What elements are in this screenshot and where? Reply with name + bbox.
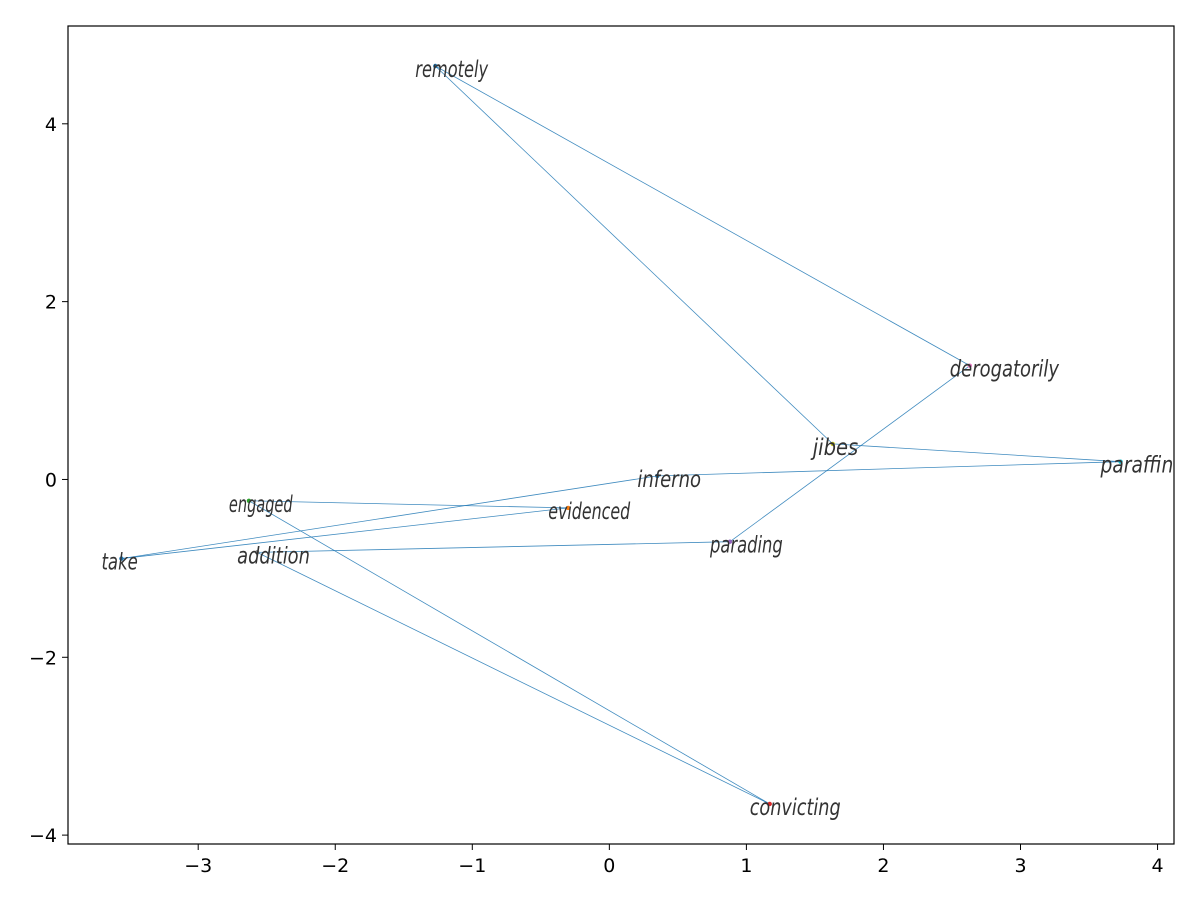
data-point-jibes <box>830 441 835 447</box>
word-label-evidenced: evidenced <box>548 499 630 525</box>
y-tick-label: 0 <box>45 469 57 491</box>
word-label-parading: parading <box>709 533 783 559</box>
connection-line-evidenced-take <box>121 507 569 559</box>
data-point-parading <box>727 539 733 544</box>
x-tick-label: 2 <box>877 855 889 877</box>
connection-line-inferno-paraffin <box>657 461 1121 477</box>
connection-line-addition-convicting <box>256 552 770 805</box>
data-point-inferno <box>655 473 660 479</box>
word-label-remotely: remotely <box>415 57 488 83</box>
plot-frame <box>67 25 1175 845</box>
plot-background <box>68 26 1174 844</box>
connection-line-parading-addition <box>257 541 730 553</box>
x-axis: −3 −2 −1 0 1 2 3 4 <box>184 844 1164 877</box>
connection-line-engaged-evidenced <box>248 500 569 509</box>
data-point-engaged <box>246 498 252 503</box>
x-tick-label: −2 <box>321 855 349 877</box>
x-tick-label: 3 <box>1014 855 1026 877</box>
x-tick-label: 0 <box>603 855 615 877</box>
connection-line-paraffin-jibes <box>832 443 1121 463</box>
connection-line-convicting-engaged <box>248 500 770 805</box>
word-label-paraffin: paraffin <box>1100 453 1174 479</box>
connection-line-jibes-remotely <box>435 65 834 445</box>
y-tick-label: −2 <box>29 647 57 669</box>
connection-line-remotely-derogatorily <box>435 65 970 366</box>
data-point-addition <box>254 550 260 555</box>
word-label-addition: addition <box>237 543 310 569</box>
word-label-convicting: convicting <box>750 795 841 821</box>
word-label-take: take <box>101 550 137 576</box>
data-point-derogatorily <box>967 363 972 368</box>
x-tick-label: −3 <box>184 855 212 877</box>
connection-line-take-inferno <box>121 475 658 559</box>
word-label-jibes: jibes <box>810 435 858 461</box>
x-tick-label: 4 <box>1152 855 1164 877</box>
y-tick-label: 4 <box>45 114 57 136</box>
y-axis: −4 −2 0 2 4 <box>29 114 68 847</box>
word-label-engaged: engaged <box>229 492 293 518</box>
x-tick-label: −1 <box>458 855 486 877</box>
word-labels: remotely derogatorily jibes paraffin inferno… <box>101 57 1173 821</box>
connection-lines <box>121 65 1121 805</box>
data-point-evidenced <box>566 505 571 511</box>
data-point-remotely <box>433 63 438 69</box>
data-points <box>119 63 1123 807</box>
connection-line-derogatorily-parading <box>729 365 971 543</box>
x-tick-label: 1 <box>740 855 752 877</box>
data-point-convicting <box>767 801 772 807</box>
data-point-take <box>119 556 124 561</box>
word-label-inferno: inferno <box>637 467 701 493</box>
y-tick-label: 2 <box>45 292 57 314</box>
word-label-derogatorily: derogatorily <box>950 357 1059 383</box>
data-point-paraffin <box>1118 459 1123 464</box>
y-tick-label: −4 <box>29 825 57 847</box>
